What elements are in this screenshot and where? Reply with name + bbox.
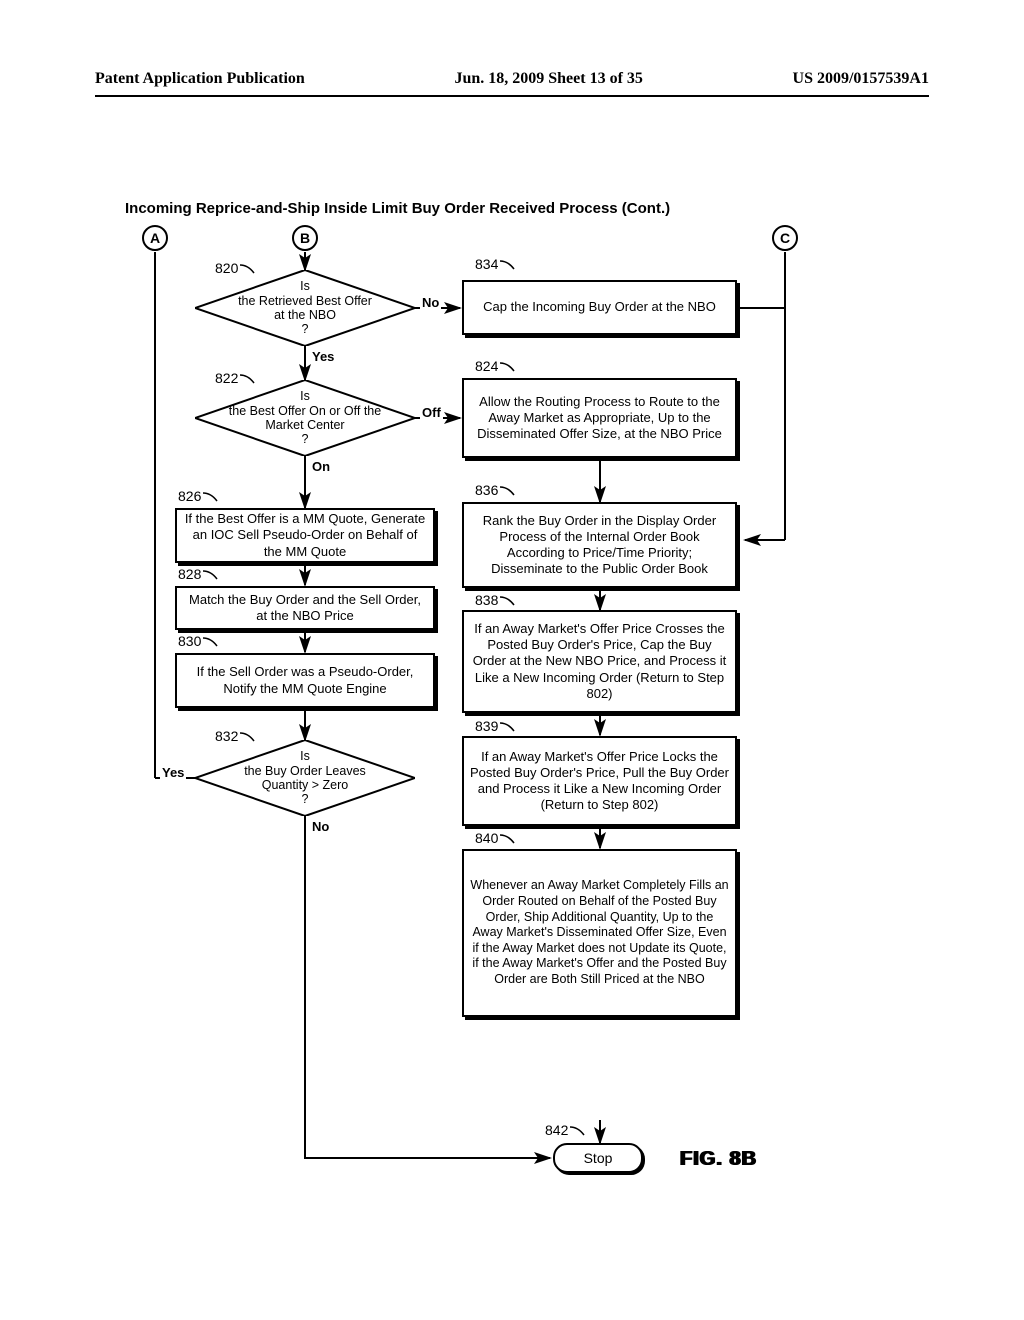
header-center: Jun. 18, 2009 Sheet 13 of 35 [454, 70, 642, 88]
edge-off: Off [420, 405, 443, 420]
ref-842: 842 [545, 1122, 588, 1138]
process-828: Match the Buy Order and the Sell Order, … [175, 586, 435, 630]
figure-label: FIG. 8B [680, 1148, 757, 1171]
ref-840: 840 [475, 830, 518, 846]
process-838: If an Away Market's Offer Price Crosses … [462, 610, 737, 713]
decision-820: Is the Retrieved Best Offer at the NBO ? [195, 270, 415, 346]
process-836: Rank the Buy Order in the Display Order … [462, 502, 737, 588]
ref-836: 836 [475, 482, 518, 498]
process-826: If the Best Offer is a MM Quote, Generat… [175, 508, 435, 563]
edge-yes2: Yes [160, 765, 186, 780]
process-824: Allow the Routing Process to Route to th… [462, 378, 737, 458]
ref-830: 830 [178, 633, 221, 649]
ref-834: 834 [475, 256, 518, 272]
ref-824: 824 [475, 358, 518, 374]
diagram-title: Incoming Reprice-and-Ship Inside Limit B… [125, 200, 670, 217]
process-839: If an Away Market's Offer Price Locks th… [462, 736, 737, 826]
edge-on: On [310, 459, 332, 474]
connector-c: C [772, 225, 798, 251]
edge-yes: Yes [310, 349, 336, 364]
decision-832: Is the Buy Order Leaves Quantity > Zero … [195, 740, 415, 816]
process-840: Whenever an Away Market Completely Fills… [462, 849, 737, 1017]
decision-822: Is the Best Offer On or Off the Market C… [195, 380, 415, 456]
ref-838: 838 [475, 592, 518, 608]
edge-no2: No [310, 819, 331, 834]
header-divider [95, 95, 929, 97]
header-left: Patent Application Publication [95, 70, 305, 88]
ref-826: 826 [178, 488, 221, 504]
connector-a: A [142, 225, 168, 251]
terminator-stop: Stop [553, 1143, 643, 1173]
page-header: Patent Application Publication Jun. 18, … [95, 70, 929, 88]
ref-839: 839 [475, 718, 518, 734]
process-830: If the Sell Order was a Pseudo-Order, No… [175, 653, 435, 708]
process-834: Cap the Incoming Buy Order at the NBO [462, 280, 737, 335]
connector-b: B [292, 225, 318, 251]
edge-no: No [420, 295, 441, 310]
ref-828: 828 [178, 566, 221, 582]
header-right: US 2009/0157539A1 [793, 70, 929, 88]
